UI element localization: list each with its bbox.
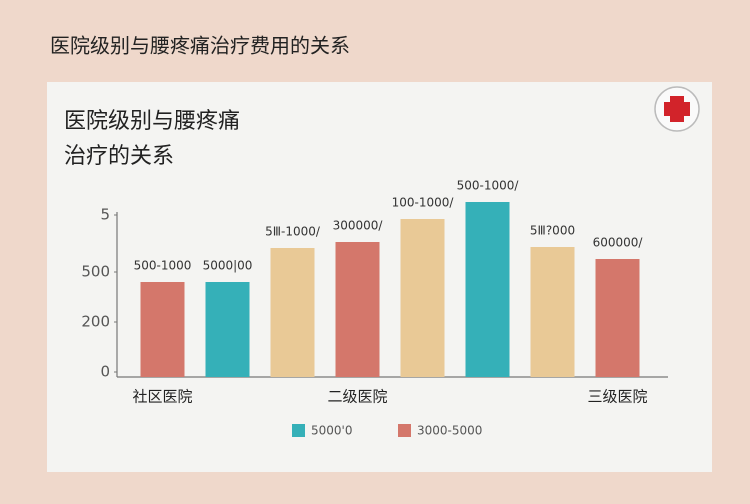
medical-icon <box>654 86 700 132</box>
y-tick-label: 500 <box>81 263 110 281</box>
page-title: 医院级别与腰疼痛治疗费用的关系 <box>50 34 350 58</box>
bar <box>400 219 445 377</box>
value-label: 600000/ <box>593 236 644 250</box>
bar <box>205 282 250 377</box>
value-label: 500-1000/ <box>457 179 520 193</box>
chart-title: 医院级别与腰疼痛 <box>64 109 240 134</box>
bar <box>595 259 640 377</box>
value-label: 5Ⅲ?000 <box>530 224 575 238</box>
bar <box>530 247 575 377</box>
legend-label: 3000-5000 <box>417 424 482 438</box>
bar <box>140 282 185 377</box>
y-tick-label: 200 <box>81 313 110 331</box>
value-label: 300000/ <box>333 219 384 233</box>
legend-swatch <box>292 424 305 437</box>
value-label: 5Ⅲ-1000/ <box>265 225 321 239</box>
chart-title: 治疗的关系 <box>64 144 174 169</box>
bar <box>270 248 315 377</box>
legend-label: 5000'0 <box>311 424 352 438</box>
value-label: 500-1000 <box>134 259 192 273</box>
bar <box>465 202 510 377</box>
y-tick-label: 5 <box>100 206 110 224</box>
legend-swatch <box>398 424 411 437</box>
x-tick-label: 三级医院 <box>587 388 647 406</box>
x-tick-label: 二级医院 <box>327 388 387 406</box>
y-tick-label: 0 <box>100 363 110 381</box>
x-tick-label: 社区医院 <box>132 388 192 406</box>
value-label: 100-1000/ <box>392 196 455 210</box>
bar <box>335 242 380 377</box>
value-label: 5000|00 <box>203 259 253 273</box>
